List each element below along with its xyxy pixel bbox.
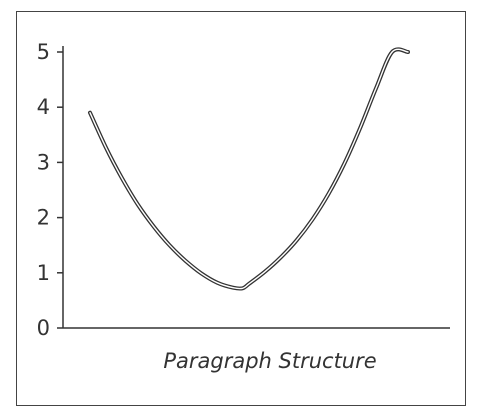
y-tick-label: 2 [37,206,50,230]
y-tick-label: 3 [37,150,50,174]
y-tick-label: 0 [37,316,50,340]
x-axis-title: Paragraph Structure [163,349,376,373]
series-curve [88,47,410,291]
y-tick-label: 5 [37,40,50,64]
series-line-outline [88,47,410,291]
axes [62,46,450,329]
y-tick-label: 4 [37,95,50,119]
y-ticks: 0 1 2 3 4 5 [37,40,63,340]
chart-frame [16,11,466,406]
y-tick-label: 1 [37,261,50,285]
series-line-core [89,48,409,290]
